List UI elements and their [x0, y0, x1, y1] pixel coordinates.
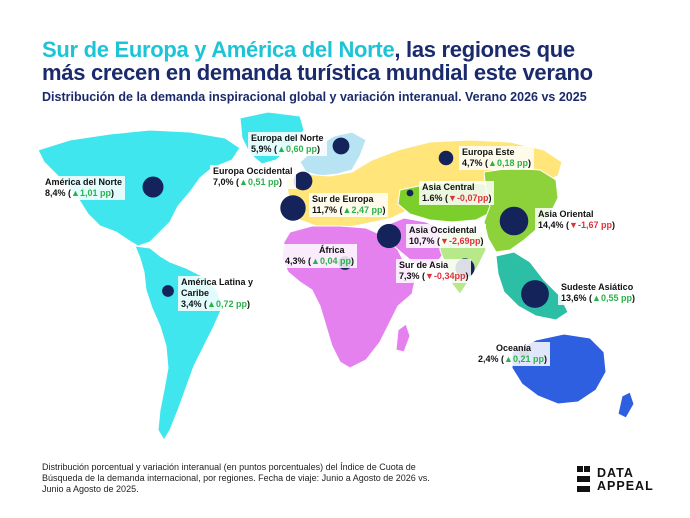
region-name: Sur de Europa [312, 194, 374, 204]
region-label-asia-south: Sur de Asia 7,3% (▼-0,34pp) [396, 259, 472, 283]
region-change: 0,72 pp [215, 299, 247, 309]
down-arrow-icon: ▼ [569, 220, 578, 230]
region-value: 10,7% [409, 236, 435, 246]
region-change: 1,01 pp [79, 188, 111, 198]
region-label-oceania: Oceanía 2,4% (▲0,21 pp) [475, 342, 550, 366]
region-name: Oceanía [496, 343, 532, 353]
region-label-latam: América Latina y Caribe 3,4% (▲0,72 pp) [178, 276, 264, 311]
up-arrow-icon: ▲ [71, 188, 80, 198]
title-line1-rest: , las regiones que [394, 37, 575, 62]
region-value: 5,9% [251, 144, 272, 154]
region-value: 4,3% [285, 256, 306, 266]
bubble-europe-south [280, 195, 306, 221]
region-label-asia-southeast: Sudeste Asiático 13,6% (▲0,55 pp) [558, 281, 638, 305]
region-name: Asia Central [422, 182, 475, 192]
up-arrow-icon: ▲ [277, 144, 286, 154]
bubble-asia-east [499, 206, 529, 236]
new-zealand-shape [617, 391, 635, 419]
region-change: 2,47 pp [351, 205, 383, 215]
up-arrow-icon: ▲ [239, 177, 248, 187]
bubble-latam [162, 285, 174, 297]
up-arrow-icon: ▲ [504, 354, 513, 364]
region-name: Asia Oriental [538, 209, 594, 219]
up-arrow-icon: ▲ [488, 158, 497, 168]
region-change: 0,51 pp [247, 177, 279, 187]
region-change: -1,67 pp [577, 220, 612, 230]
region-value: 1.6% [422, 193, 443, 203]
title-line2: más crecen en demanda turística mundial … [42, 60, 593, 85]
region-name: Europa Este [462, 147, 515, 157]
bubble-asia-west [376, 223, 402, 249]
up-arrow-icon: ▲ [311, 256, 320, 266]
up-arrow-icon: ▲ [207, 299, 216, 309]
up-arrow-icon: ▲ [342, 205, 352, 215]
region-value: 4,7% [462, 158, 483, 168]
region-change: -2,69pp [448, 236, 481, 246]
region-value: 11,7% [312, 205, 338, 215]
region-name: Europa del Norte [251, 133, 324, 143]
region-label-europe-west: Europa Occidental 7,0% (▲0,51 pp) [210, 165, 296, 189]
bubble-asia-central [406, 189, 414, 197]
region-value: 3,4% [181, 299, 202, 309]
region-change: 0,18 pp [496, 158, 528, 168]
region-name: África [319, 245, 345, 255]
page-subtitle: Distribución de la demanda inspiracional… [42, 90, 587, 104]
page-title: Sur de Europa y América del Norte, las r… [42, 38, 682, 84]
region-label-africa: África 4,3% (▲0,04 pp) [282, 244, 357, 268]
region-value: 8,4% [45, 188, 66, 198]
data-appeal-logo: DATA APPEAL [577, 466, 667, 496]
down-arrow-icon: ▼ [440, 236, 449, 246]
region-value: 2,4% [478, 354, 499, 364]
down-arrow-icon: ▼ [448, 193, 457, 203]
logo-mark-icon [577, 466, 590, 492]
region-value: 7,3% [399, 271, 420, 281]
region-change: 0,21 pp [512, 354, 544, 364]
region-label-europe-east: Europa Este 4,7% (▲0,18 pp) [459, 146, 534, 170]
region-label-north-america: América del Norte 8,4% (▲1,01 pp) [42, 176, 126, 200]
region-label-europe-south: Sur de Europa 11,7% (▲2,47 pp) [309, 193, 389, 217]
bubble-europe-east [438, 150, 454, 166]
region-label-asia-east: Asia Oriental 14,4% (▼-1,67 pp) [535, 208, 618, 232]
region-change: 0,55 pp [600, 293, 632, 303]
region-label-asia-west: Asia Occidental 10,7% (▼-2,69pp) [406, 224, 487, 248]
region-name: Sur de Asia [399, 260, 449, 270]
region-label-europe-north: Europa del Norte 5,9% (▲0,60 pp) [248, 132, 327, 156]
region-label-asia-central: Asia Central 1.6% (▼-0,07pp) [419, 181, 495, 205]
footer-note: Distribución porcentual y variación inte… [42, 462, 430, 494]
region-name: Europa Occidental [213, 166, 293, 176]
region-change: 0,60 pp [285, 144, 317, 154]
madagascar-shape [395, 323, 411, 353]
region-value: 13,6% [561, 293, 587, 303]
region-change: -0,07pp [456, 193, 489, 203]
region-name: Asia Occidental [409, 225, 477, 235]
title-highlight: Sur de Europa y América del Norte [42, 37, 395, 62]
bubble-north-america [142, 176, 164, 198]
logo-line1: DATA [597, 466, 634, 480]
logo-text: DATA APPEAL [597, 467, 654, 493]
bubble-asia-southeast [521, 280, 549, 308]
region-change: -0,34pp [433, 271, 466, 281]
region-value: 14,4% [538, 220, 564, 230]
bubble-europe-north [332, 137, 350, 155]
region-name: Sudeste Asiático [561, 282, 634, 292]
up-arrow-icon: ▲ [592, 293, 601, 303]
region-name: América del Norte [45, 177, 123, 187]
region-change: 0,04 pp [319, 256, 351, 266]
down-arrow-icon: ▼ [425, 271, 434, 281]
bubble-europe-west [293, 171, 313, 191]
region-name: América Latina y Caribe [181, 277, 254, 298]
region-value: 7,0% [213, 177, 234, 187]
logo-line2: APPEAL [597, 479, 654, 493]
